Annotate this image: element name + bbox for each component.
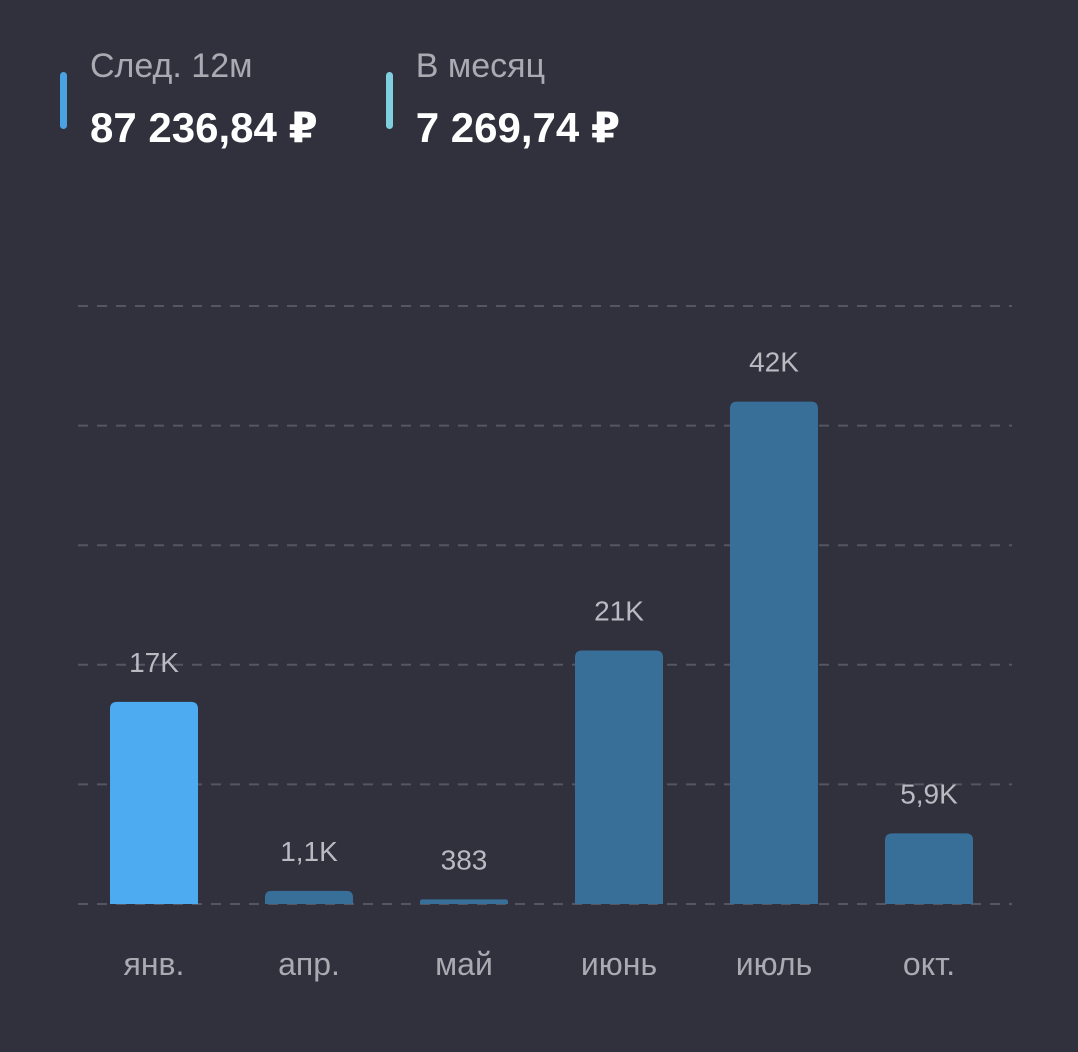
value-label: 1,1K (280, 836, 338, 867)
category-label: май (435, 946, 493, 982)
bar-4 (730, 401, 818, 904)
summary-header: След. 12м 87 236,84 ₽ В месяц 7 269,74 ₽ (60, 44, 688, 154)
next-12-months-label: След. 12м (90, 47, 253, 85)
per-month-value: 7 269,74 ₽ (415, 104, 621, 151)
bar-1 (265, 890, 353, 904)
bar-2 (420, 899, 508, 904)
bar-5 (885, 833, 973, 904)
next-12-months-value: 87 236,84 ₽ (90, 104, 318, 151)
value-label: 21K (594, 595, 644, 626)
per-month-marker (385, 72, 393, 129)
category-label: апр. (278, 946, 340, 982)
category-label: июль (736, 946, 813, 982)
category-label: янв. (124, 946, 185, 982)
bar-3 (575, 650, 663, 904)
next-12-months-stat: След. 12м 87 236,84 ₽ (60, 44, 318, 154)
value-label: 42K (749, 347, 799, 378)
category-label: июнь (581, 946, 657, 982)
category-label: окт. (903, 946, 955, 982)
value-label: 17K (129, 647, 179, 678)
per-month-stat: В месяц 7 269,74 ₽ (385, 44, 621, 154)
value-label: 383 (441, 844, 488, 875)
value-label: 5,9K (900, 778, 958, 809)
bar-0 (110, 701, 198, 904)
next-12-months-marker (60, 72, 67, 129)
per-month-label: В месяц (415, 47, 546, 85)
